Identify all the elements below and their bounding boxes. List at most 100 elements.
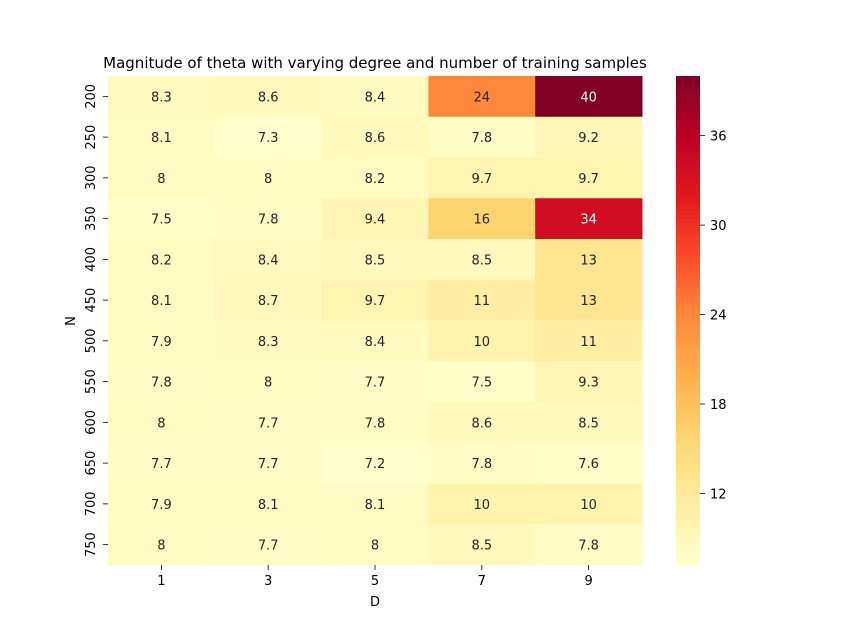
y-tick-label: 250 [84,125,99,150]
y-tick-label: 550 [84,369,99,394]
heatmap-cell [214,483,323,525]
colorbar-segment [676,560,700,566]
cell-value-label: 9.7 [578,172,599,187]
cell-value-label: 9.7 [471,172,492,187]
heatmap-cell [108,524,216,566]
colorbar-segment [676,336,700,342]
cell-value-label: 8 [264,172,272,187]
heatmap-cell [428,239,536,281]
colorbar-segment [676,536,700,542]
heatmap-cell [321,279,429,321]
colorbar-tick-label: 30 [710,219,727,234]
colorbar-segment [676,222,700,228]
colorbar-segment [676,491,700,497]
colorbar-segment [676,344,700,350]
cell-value-label: 7.8 [578,539,599,554]
y-tick-label: 350 [84,206,99,231]
y-tick-label: 700 [84,491,99,516]
cell-value-label: 8.1 [258,498,279,513]
colorbar-segment [676,446,700,452]
colorbar-segment [676,283,700,289]
cell-value-label: 24 [474,90,491,105]
colorbar-segment [676,426,700,432]
colorbar-segment [676,389,700,395]
colorbar-segment [676,304,700,309]
heatmap-cell [214,402,323,444]
heatmap-cell [108,279,216,321]
colorbar [676,76,700,566]
colorbar-segment [676,226,700,232]
colorbar-segment [676,210,700,216]
heatmap-cell [428,361,536,403]
heatmap-cell [535,524,643,566]
colorbar-segment [676,165,700,171]
heatmap-cell [108,198,216,240]
cell-value-label: 9.2 [578,131,599,146]
cell-value-label: 8.5 [365,253,386,268]
colorbar-segment [676,418,700,423]
colorbar-segment [676,161,700,167]
cell-value-label: 7.9 [151,335,172,350]
colorbar-segment [676,141,700,146]
colorbar-segment [676,255,700,260]
cell-value-label: 9.4 [365,213,386,228]
heatmap-cell [535,361,643,403]
cell-value-label: 8.6 [258,90,279,105]
y-tick-label: 600 [84,410,99,435]
cell-value-label: 8.2 [365,172,386,187]
colorbar-segment [676,84,700,89]
x-tick-label: 3 [264,574,272,589]
heatmap-cell [321,402,429,444]
heatmap-cell [108,116,216,158]
heatmap-cell [108,483,216,525]
colorbar-segment [676,507,700,513]
heatmap-cell [214,320,323,362]
colorbar-segment [676,181,700,187]
heatmap-cell [214,524,323,566]
cell-value-label: 10 [474,498,491,513]
colorbar-segment [676,263,700,269]
cell-value-label: 13 [580,253,597,268]
colorbar-segment [676,471,700,476]
colorbar-segment [676,92,700,97]
cell-value-label: 10 [474,335,491,350]
chart-title: Magnitude of theta with varying degree a… [103,54,647,72]
cell-value-label: 8.1 [151,294,172,309]
heatmap-cell [321,524,429,566]
colorbar-segment [676,544,700,550]
colorbar-segment [676,328,700,334]
heatmap-cell [214,239,323,281]
cell-value-label: 8 [371,539,379,554]
cell-value-label: 13 [580,294,597,309]
colorbar-segment [676,361,700,366]
heatmap-cell [428,483,536,525]
colorbar-segment [676,206,700,212]
heatmap-cell [321,157,429,199]
colorbar-tick-label: 36 [710,130,727,145]
colorbar-segment [676,406,700,411]
heatmap-cell [214,198,323,240]
cell-value-label: 8 [157,416,165,431]
cell-value-label: 8.3 [151,90,172,105]
heatmap-cell [214,116,323,158]
colorbar-segment [676,556,700,562]
heatmap-cell [535,279,643,321]
cell-value-label: 8.2 [151,253,172,268]
heatmap-cell [321,239,429,281]
heatmap-cell [321,442,429,484]
colorbar-segment [676,198,700,203]
heatmap-cell [321,320,429,362]
heatmap-cell [428,157,536,199]
heatmap-cell [428,402,536,444]
colorbar-segment [676,186,700,191]
colorbar-segment [676,516,700,521]
colorbar-segment [676,365,700,370]
colorbar-segment [676,438,700,444]
heatmap-cell [108,402,216,444]
heatmap-cell [214,442,323,484]
cell-value-label: 9.3 [578,376,599,391]
cell-value-label: 8.6 [365,131,386,146]
colorbar-tick-label: 12 [710,487,727,502]
heatmap-cell [321,76,429,118]
cell-value-label: 40 [580,90,597,105]
